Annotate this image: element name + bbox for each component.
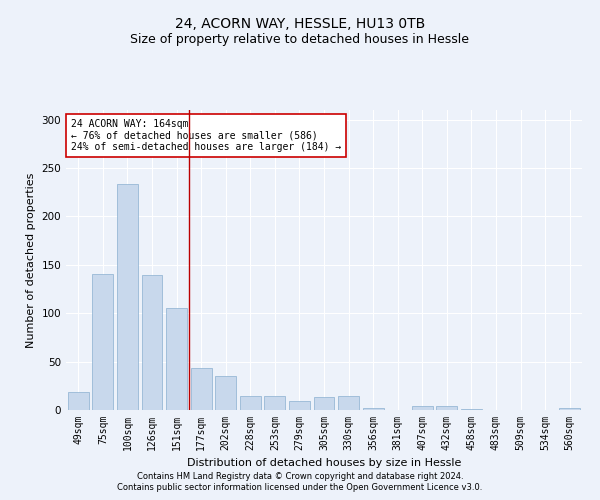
Bar <box>191 368 212 410</box>
Bar <box>314 398 334 410</box>
Bar <box>92 274 113 410</box>
Y-axis label: Number of detached properties: Number of detached properties <box>26 172 36 348</box>
Bar <box>117 184 138 410</box>
Bar <box>240 396 261 410</box>
Text: 24 ACORN WAY: 164sqm
← 76% of detached houses are smaller (586)
24% of semi-deta: 24 ACORN WAY: 164sqm ← 76% of detached h… <box>71 119 341 152</box>
Bar <box>166 308 187 410</box>
Bar <box>436 406 457 410</box>
Bar <box>289 402 310 410</box>
Text: Contains public sector information licensed under the Open Government Licence v3: Contains public sector information licen… <box>118 484 482 492</box>
Text: Contains HM Land Registry data © Crown copyright and database right 2024.: Contains HM Land Registry data © Crown c… <box>137 472 463 481</box>
Text: 24, ACORN WAY, HESSLE, HU13 0TB: 24, ACORN WAY, HESSLE, HU13 0TB <box>175 18 425 32</box>
Bar <box>461 409 482 410</box>
Bar <box>362 408 383 410</box>
X-axis label: Distribution of detached houses by size in Hessle: Distribution of detached houses by size … <box>187 458 461 468</box>
Bar <box>215 376 236 410</box>
Bar <box>142 274 163 410</box>
Text: Size of property relative to detached houses in Hessle: Size of property relative to detached ho… <box>131 32 470 46</box>
Bar <box>559 408 580 410</box>
Bar <box>68 392 89 410</box>
Bar <box>338 396 359 410</box>
Bar <box>412 406 433 410</box>
Bar <box>265 396 286 410</box>
